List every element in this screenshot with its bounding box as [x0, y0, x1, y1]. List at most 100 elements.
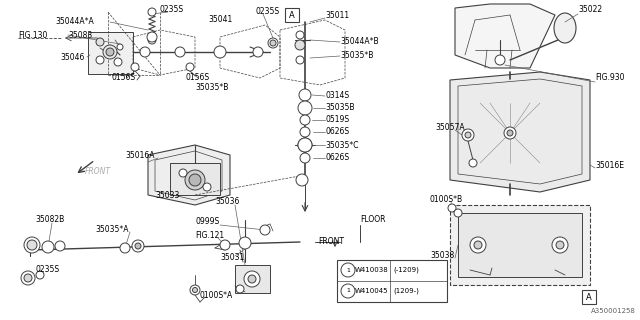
Text: 35083: 35083 — [68, 30, 92, 39]
Text: 35031: 35031 — [220, 253, 244, 262]
Text: 0519S: 0519S — [325, 116, 349, 124]
Text: 35044A*A: 35044A*A — [55, 18, 93, 27]
Text: 35016E: 35016E — [595, 161, 624, 170]
Circle shape — [140, 47, 150, 57]
Circle shape — [135, 243, 141, 249]
Circle shape — [193, 287, 198, 292]
Circle shape — [175, 47, 185, 57]
Bar — [582, 290, 596, 304]
Text: 1: 1 — [346, 289, 350, 293]
Text: 35036: 35036 — [215, 197, 239, 206]
Circle shape — [189, 174, 201, 186]
Circle shape — [341, 284, 355, 298]
Text: 35057A: 35057A — [435, 124, 465, 132]
Circle shape — [474, 241, 482, 249]
Text: 35044A*B: 35044A*B — [340, 37, 379, 46]
Text: 0626S: 0626S — [325, 127, 349, 137]
Circle shape — [131, 63, 139, 71]
Bar — [88, 32, 133, 74]
Circle shape — [27, 240, 37, 250]
Circle shape — [268, 38, 278, 48]
Text: 35035*B: 35035*B — [340, 52, 373, 60]
Text: 0314S: 0314S — [325, 92, 349, 100]
Text: 1: 1 — [346, 268, 350, 273]
Circle shape — [96, 56, 104, 64]
Circle shape — [298, 101, 312, 115]
Text: A350001258: A350001258 — [591, 308, 636, 314]
Text: 0100S*B: 0100S*B — [430, 196, 463, 204]
Circle shape — [185, 170, 205, 190]
Circle shape — [148, 36, 156, 44]
Text: FRONT: FRONT — [318, 237, 344, 246]
Circle shape — [190, 285, 200, 295]
Circle shape — [270, 40, 276, 46]
Text: 35035B: 35035B — [325, 103, 355, 113]
Text: FIG.130: FIG.130 — [18, 30, 47, 39]
Text: 35046: 35046 — [60, 52, 84, 61]
Circle shape — [239, 237, 251, 249]
Circle shape — [96, 38, 104, 46]
Circle shape — [220, 240, 230, 250]
Text: 35041: 35041 — [208, 15, 232, 25]
Circle shape — [296, 174, 308, 186]
Circle shape — [296, 31, 304, 39]
Circle shape — [236, 285, 244, 293]
Circle shape — [21, 271, 35, 285]
Circle shape — [248, 275, 256, 283]
Text: 0235S: 0235S — [255, 7, 279, 17]
Circle shape — [300, 115, 310, 125]
Circle shape — [341, 263, 355, 277]
Ellipse shape — [554, 13, 576, 43]
Circle shape — [106, 48, 114, 56]
Circle shape — [454, 209, 462, 217]
Circle shape — [296, 56, 304, 64]
Circle shape — [448, 204, 456, 212]
Circle shape — [42, 241, 54, 253]
Circle shape — [299, 89, 311, 101]
Circle shape — [103, 45, 117, 59]
Text: 35033: 35033 — [155, 190, 179, 199]
Circle shape — [470, 237, 486, 253]
Text: 0626S: 0626S — [325, 154, 349, 163]
Bar — [337, 260, 447, 302]
Circle shape — [203, 183, 211, 191]
Text: 0156S: 0156S — [112, 74, 136, 83]
Polygon shape — [450, 205, 590, 285]
Text: 35035*B: 35035*B — [195, 84, 228, 92]
Text: 35022: 35022 — [578, 5, 602, 14]
Text: FIG.121: FIG.121 — [195, 230, 224, 239]
Text: 0100S*A: 0100S*A — [200, 291, 233, 300]
Text: 35016A: 35016A — [125, 150, 154, 159]
Text: A: A — [586, 293, 592, 302]
Circle shape — [300, 127, 310, 137]
Text: W410038: W410038 — [355, 267, 388, 273]
Polygon shape — [455, 4, 555, 68]
Text: 35082B: 35082B — [35, 215, 64, 225]
Circle shape — [186, 63, 194, 71]
Circle shape — [117, 44, 123, 50]
Text: 35035*A: 35035*A — [95, 226, 129, 235]
Circle shape — [469, 159, 477, 167]
Text: FLOOR: FLOOR — [360, 215, 385, 225]
Circle shape — [55, 241, 65, 251]
Text: FIG.930: FIG.930 — [595, 74, 625, 83]
Circle shape — [465, 132, 471, 138]
Circle shape — [36, 271, 44, 279]
Polygon shape — [148, 145, 230, 205]
Text: 35035*C: 35035*C — [325, 140, 358, 149]
Polygon shape — [450, 72, 590, 192]
Circle shape — [148, 8, 156, 16]
Text: (1209-): (1209-) — [393, 288, 419, 294]
Bar — [235, 265, 270, 293]
Circle shape — [214, 46, 226, 58]
Circle shape — [556, 241, 564, 249]
Circle shape — [132, 240, 144, 252]
Text: 0156S: 0156S — [185, 74, 209, 83]
Circle shape — [462, 129, 474, 141]
Text: (-1209): (-1209) — [393, 267, 419, 273]
Bar — [170, 163, 220, 195]
Circle shape — [260, 225, 270, 235]
Circle shape — [253, 47, 263, 57]
Text: 35011: 35011 — [325, 11, 349, 20]
Text: 35038: 35038 — [430, 251, 454, 260]
